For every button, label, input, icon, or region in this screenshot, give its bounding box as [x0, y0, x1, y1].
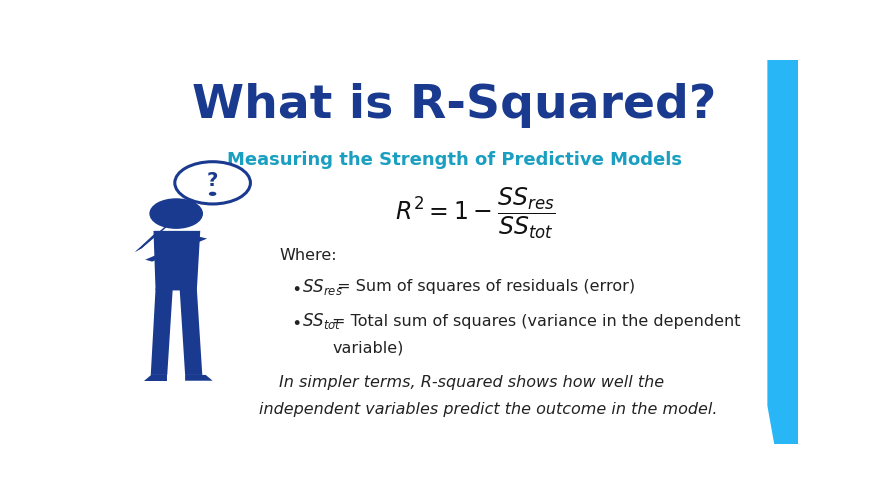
Text: = Total sum of squares (variance in the dependent: = Total sum of squares (variance in the …	[332, 314, 740, 329]
Text: $SS_{res}$: $SS_{res}$	[301, 276, 343, 296]
Text: $\bullet$: $\bullet$	[291, 312, 300, 330]
Text: $\bullet$: $\bullet$	[291, 277, 300, 295]
Text: What is R-Squared?: What is R-Squared?	[192, 83, 716, 128]
Text: independent variables predict the outcome in the model.: independent variables predict the outcom…	[259, 402, 717, 417]
Polygon shape	[145, 237, 207, 261]
Text: In simpler terms, R-squared shows how well the: In simpler terms, R-squared shows how we…	[279, 375, 664, 390]
Text: Measuring the Strength of Predictive Models: Measuring the Strength of Predictive Mod…	[227, 151, 681, 169]
Polygon shape	[144, 375, 167, 381]
Circle shape	[208, 192, 216, 196]
Text: $R^2 = 1 - \dfrac{SS_{res}}{SS_{tot}}$: $R^2 = 1 - \dfrac{SS_{res}}{SS_{tot}}$	[394, 186, 555, 242]
Polygon shape	[179, 288, 202, 375]
Polygon shape	[153, 231, 200, 290]
Polygon shape	[135, 231, 160, 252]
Text: Where:: Where:	[279, 249, 337, 263]
Circle shape	[150, 199, 202, 228]
Text: $SS_{tot}$: $SS_{tot}$	[301, 311, 341, 331]
Polygon shape	[135, 223, 171, 252]
Polygon shape	[185, 375, 213, 381]
Polygon shape	[766, 60, 797, 444]
Polygon shape	[151, 288, 173, 375]
Text: ?: ?	[206, 172, 218, 191]
Text: = Sum of squares of residuals (error): = Sum of squares of residuals (error)	[332, 279, 634, 294]
Text: variable): variable)	[332, 340, 403, 356]
